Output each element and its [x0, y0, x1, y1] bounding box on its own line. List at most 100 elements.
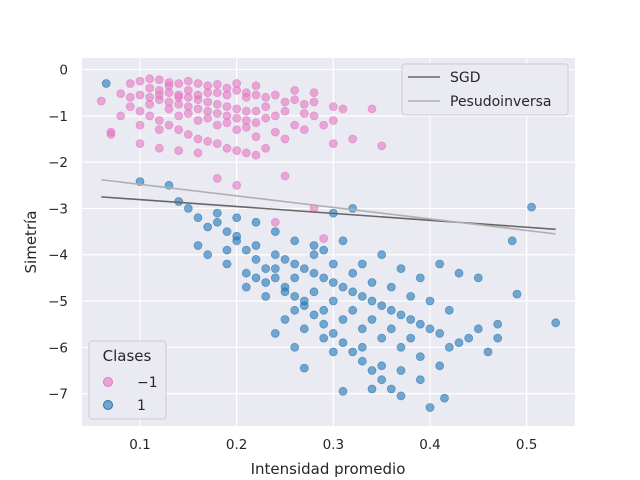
data-point [357, 356, 367, 366]
data-point [212, 217, 222, 227]
data-point [125, 92, 135, 102]
data-point [232, 180, 242, 190]
data-point [367, 104, 377, 114]
data-point [154, 125, 164, 135]
data-point [193, 116, 203, 125]
data-point [280, 315, 290, 324]
data-point [415, 352, 425, 362]
y-ticks: 0 −1 −2 −3 −4 −5 −6 −7 [48, 63, 68, 403]
data-point [232, 125, 242, 135]
data-point [367, 278, 377, 287]
data-point [396, 342, 406, 352]
data-point [425, 324, 435, 334]
data-point [299, 324, 309, 334]
data-point [270, 328, 280, 338]
data-point [348, 347, 358, 357]
data-point [309, 111, 319, 121]
data-point [212, 109, 222, 118]
data-point [125, 79, 135, 88]
data-point [261, 113, 271, 123]
data-point [280, 134, 290, 144]
legend-marker-class-1 [103, 400, 113, 410]
data-point [193, 213, 203, 223]
data-point [145, 74, 155, 84]
data-point [309, 310, 319, 320]
data-point [396, 366, 406, 375]
data-point [193, 134, 203, 144]
data-point [241, 148, 251, 158]
data-point [367, 296, 377, 306]
data-point [440, 393, 449, 403]
data-point [212, 80, 222, 89]
data-point [299, 109, 309, 118]
y-tick-label: 0 [59, 63, 68, 79]
data-point [232, 231, 242, 241]
data-point [174, 79, 184, 88]
data-point [222, 143, 232, 153]
data-point [290, 120, 300, 130]
data-point [222, 118, 232, 128]
data-point [212, 88, 222, 98]
data-point [319, 319, 329, 329]
data-point [386, 305, 396, 315]
data-point [290, 259, 300, 269]
data-point [435, 259, 445, 269]
data-point [261, 264, 271, 274]
data-point [154, 116, 164, 125]
data-point [435, 328, 445, 338]
data-point [241, 92, 251, 102]
data-point [512, 289, 522, 299]
data-point [125, 102, 135, 111]
data-point [154, 143, 164, 153]
data-point [338, 338, 348, 348]
data-point [338, 236, 348, 246]
data-point [135, 76, 145, 86]
data-point [145, 83, 155, 93]
data-point [251, 90, 261, 100]
data-point [212, 208, 222, 218]
data-point [261, 143, 271, 153]
data-point [145, 99, 155, 109]
data-point [328, 278, 338, 287]
data-point [183, 129, 193, 139]
data-point [241, 106, 251, 116]
data-point [290, 305, 300, 315]
data-point [309, 241, 319, 250]
data-point [222, 245, 232, 255]
data-point [406, 333, 416, 343]
data-point [183, 203, 193, 213]
data-point [203, 250, 213, 260]
data-point [135, 106, 145, 116]
data-point [261, 102, 271, 111]
data-point [135, 139, 145, 149]
data-point [309, 88, 319, 98]
data-point [338, 282, 348, 292]
data-point [232, 113, 242, 123]
data-point [435, 361, 445, 371]
data-point [454, 338, 464, 348]
data-point [222, 90, 232, 100]
data-point [386, 384, 396, 394]
data-point [203, 222, 213, 232]
data-point [396, 310, 406, 320]
data-point [251, 81, 261, 91]
data-point [116, 111, 126, 121]
data-point [212, 99, 222, 109]
fit-line-pesudoinversa [101, 178, 556, 235]
data-point [193, 241, 203, 250]
data-point [396, 391, 406, 401]
data-point [203, 136, 213, 146]
y-tick-label: −6 [48, 340, 68, 356]
data-point [96, 96, 106, 106]
x-tick-label: 0.5 [516, 437, 537, 453]
x-ticks: 0.1 0.2 0.3 0.4 0.5 [129, 437, 537, 453]
data-point [367, 384, 377, 394]
data-point [319, 234, 329, 243]
data-point [193, 148, 203, 158]
data-point [328, 347, 338, 357]
data-point [309, 287, 319, 297]
data-point [290, 95, 300, 105]
data-point [154, 75, 164, 85]
data-point [251, 273, 261, 283]
x-axis-label: Intensidad promedio [251, 460, 406, 478]
